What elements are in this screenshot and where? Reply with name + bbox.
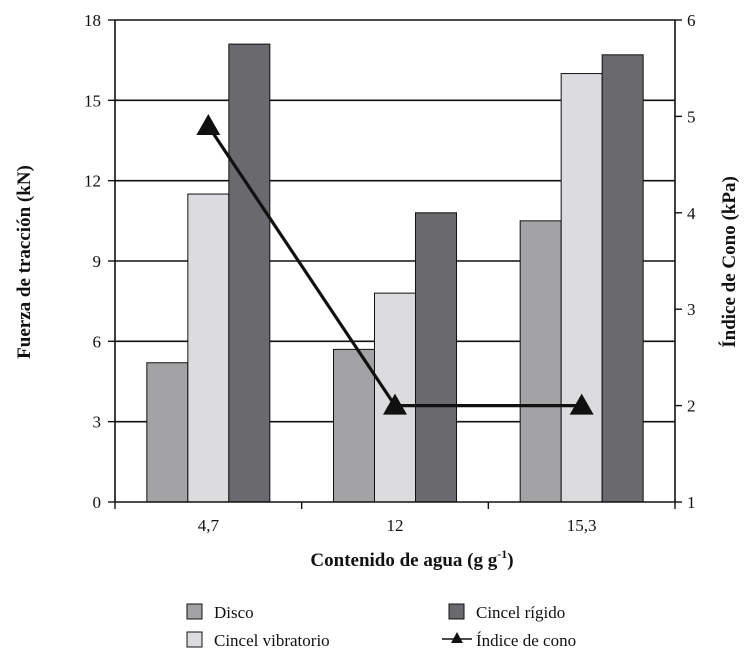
y2-tick-label: 6 (687, 11, 696, 30)
x-axis-title-end: ) (507, 550, 513, 571)
legend-swatch (186, 603, 203, 620)
cone-index-marker (569, 393, 594, 415)
plot-frame (108, 19, 682, 509)
legend-triangle-marker (451, 632, 463, 643)
y2-tick-label: 4 (687, 204, 696, 223)
x-axis-title: Contenido de agua (g g-1) (310, 547, 513, 571)
bar (228, 43, 271, 503)
bar (333, 348, 375, 503)
y-axis-title: Fuerza de tracción (kN) (14, 165, 35, 359)
y2-tick-label: 3 (687, 300, 696, 319)
y2-tick-label: 1 (687, 493, 696, 512)
cone-index-marker (196, 114, 221, 136)
legend-label: Cincel rígido (476, 603, 565, 622)
x-axis-title-sup: -1 (497, 547, 507, 561)
x-axis-title-main: Contenido de agua (g g (310, 550, 497, 571)
y-tick-label: 0 (93, 493, 102, 512)
x-tick-label: 4,7 (198, 516, 220, 535)
bar (601, 54, 644, 503)
bar (146, 362, 189, 503)
legend: Disco Cincel vibratorio Cincel rígido Índic… (186, 603, 576, 650)
left-axis-ticks: 0 3 6 9 12 15 18 (84, 11, 101, 512)
y-tick-label: 9 (93, 252, 102, 271)
legend-label: Índice de cono (476, 631, 576, 650)
x-tick-label: 15,3 (567, 516, 597, 535)
bars (146, 43, 644, 503)
legend-swatch (448, 603, 465, 620)
y-tick-label: 6 (93, 332, 102, 351)
y-tick-label: 12 (84, 172, 101, 191)
legend-label: Cincel vibratorio (214, 631, 330, 650)
x-axis-ticks: 4,7 12 15,3 (198, 516, 597, 535)
y2-tick-label: 5 (687, 107, 696, 126)
cone-index-series (196, 114, 594, 415)
right-axis-ticks: 1 2 3 4 5 6 (687, 11, 696, 512)
y-tick-label: 18 (84, 11, 101, 30)
y2-axis-title: Índice de Cono (kPa) (718, 176, 740, 348)
y-tick-label: 15 (84, 91, 101, 110)
bar (519, 220, 562, 503)
cone-index-marker (383, 393, 407, 415)
y-tick-label: 3 (93, 413, 102, 432)
bar (415, 212, 457, 503)
x-tick-label: 12 (387, 516, 404, 535)
y2-tick-label: 2 (687, 397, 696, 416)
bar (560, 73, 603, 503)
legend-swatch (186, 631, 203, 648)
legend-label: Disco (214, 603, 254, 622)
bar (187, 193, 230, 503)
